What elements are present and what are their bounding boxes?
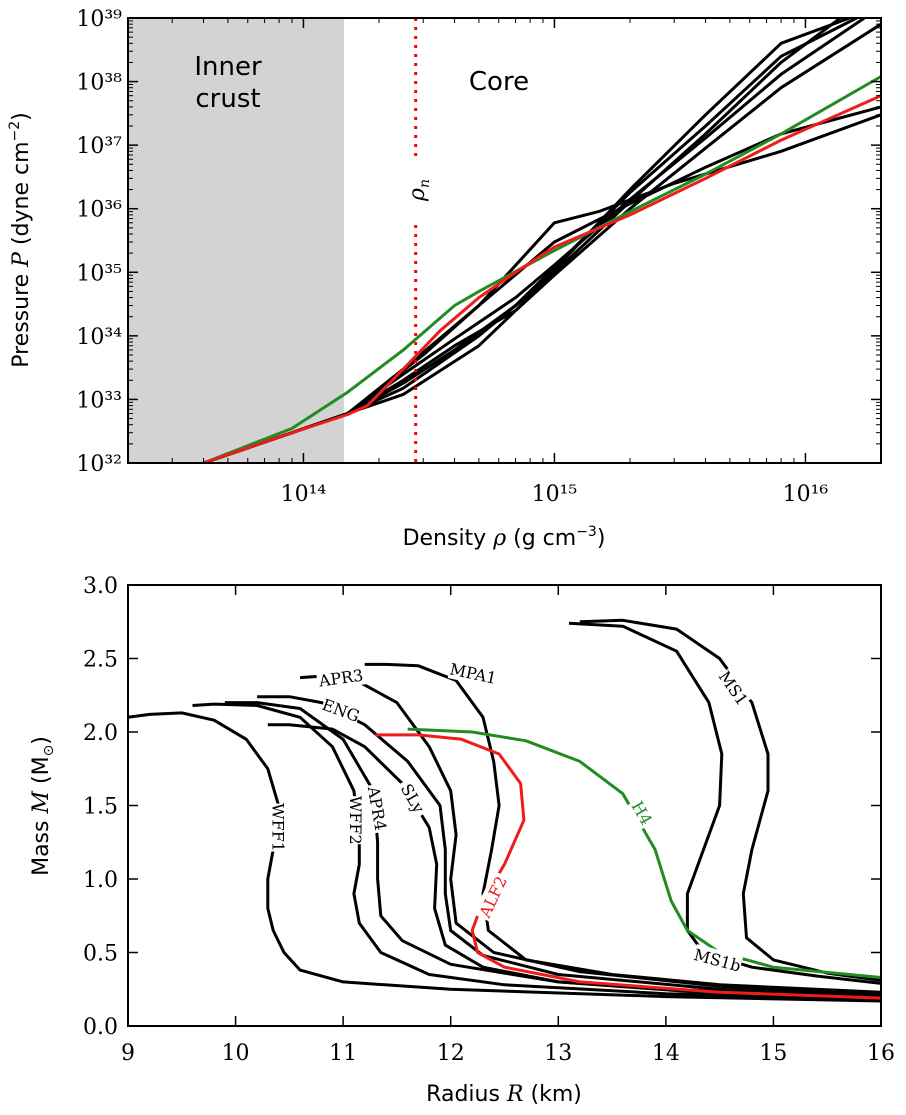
rho-n-label-background bbox=[402, 160, 430, 222]
x-tick-label: 10¹⁵ bbox=[532, 482, 578, 507]
curve-label-text: MS1b bbox=[692, 945, 743, 976]
label-wff2: WFF2 bbox=[346, 796, 367, 845]
inner-crust-label-line1: Inner bbox=[194, 52, 262, 82]
label-ms1: MS1 bbox=[714, 666, 753, 710]
curve-ms1b bbox=[568, 621, 881, 985]
y-tick-label: 10³⁶ bbox=[76, 198, 122, 223]
curve-label-text: APR4 bbox=[364, 784, 391, 832]
y-tick-label: 10³³ bbox=[76, 388, 122, 413]
label-background bbox=[691, 943, 744, 976]
curve-ms1 bbox=[579, 618, 881, 982]
inner-crust-shading bbox=[128, 18, 344, 463]
eos-pressure-density-chart: ρn Inner crust Core 10¹⁴ 10¹⁵ 10¹⁶10³²10³³… bbox=[7, 7, 882, 551]
y-tick-label: 10³⁴ bbox=[76, 325, 122, 350]
y-tick-label: 10³⁷ bbox=[76, 134, 122, 159]
core-label: Core bbox=[469, 67, 529, 97]
curve-sly bbox=[267, 723, 881, 999]
eos-curve-8 bbox=[203, 75, 881, 463]
curve-label-text: MPA1 bbox=[448, 659, 498, 687]
x-tick-label: 11 bbox=[329, 1041, 357, 1066]
x-tick-label: 15 bbox=[759, 1041, 787, 1066]
x-tick-label: 10 bbox=[222, 1041, 250, 1066]
top-y-axis-label: Pressure P (dyne cm−2) bbox=[7, 112, 34, 368]
label-ms1b: MS1b bbox=[691, 943, 744, 976]
label-wff1: WFF1 bbox=[268, 803, 289, 852]
label-background bbox=[626, 795, 658, 830]
bottom-y-axis-label: Mass M (M⊙) bbox=[29, 736, 57, 876]
label-background bbox=[346, 796, 367, 845]
curve-label-text: H4 bbox=[627, 798, 656, 828]
top-axis-ticks: 10¹⁴ 10¹⁵ 10¹⁶ 10³² 10³³ 10³⁴ 10³⁵ 10³⁶ 10³⁷ 10³⁸… bbox=[76, 7, 882, 507]
bottom-x-axis-label: Radius R (km) bbox=[426, 1082, 582, 1107]
curve-label-text: ENG bbox=[319, 695, 362, 726]
top-x-axis-label: Density ρ (g cm−3) bbox=[403, 524, 606, 551]
label-background bbox=[394, 776, 432, 820]
curve-wff2 bbox=[192, 702, 881, 1001]
label-background bbox=[319, 694, 363, 726]
label-background bbox=[315, 664, 367, 691]
curve-label-text: APR3 bbox=[317, 666, 365, 691]
eos-curves bbox=[203, 18, 881, 463]
x-tick-label: 13 bbox=[544, 1041, 572, 1066]
y-tick-label: 0.5 bbox=[83, 942, 118, 967]
label-h4: H4 bbox=[626, 795, 658, 830]
label-background bbox=[268, 803, 289, 852]
curve-label-text: WFF1 bbox=[269, 803, 288, 852]
x-tick-label: 10¹⁴ bbox=[281, 482, 327, 507]
y-tick-label: 10³² bbox=[76, 452, 122, 477]
x-tick-label: 10¹⁶ bbox=[783, 482, 829, 507]
curve-wff1 bbox=[128, 711, 881, 1003]
bottom-axis-ticks: 9 10 11 12 13 14 15 16 0.0 0.5 1.0 1.5 2.0 2.5 3.0 bbox=[83, 574, 895, 1066]
y-tick-label: 10³⁵ bbox=[76, 261, 122, 286]
label-alf2: ALF2 bbox=[473, 870, 512, 923]
curve-mpa1 bbox=[364, 662, 881, 994]
inner-crust-label-line2: crust bbox=[195, 84, 260, 114]
y-tick-label: 3.0 bbox=[83, 574, 118, 599]
label-background bbox=[473, 870, 512, 923]
x-tick-label: 16 bbox=[867, 1041, 895, 1066]
curve-label-text: WFF2 bbox=[346, 796, 365, 845]
y-tick-label: 2.0 bbox=[83, 721, 118, 746]
curve-eng bbox=[257, 695, 881, 999]
y-tick-label: 10³⁹ bbox=[76, 7, 122, 32]
x-tick-label: 9 bbox=[121, 1041, 135, 1066]
label-background bbox=[363, 783, 392, 834]
curve-label-text: ALF2 bbox=[475, 873, 511, 921]
curve-apr3 bbox=[299, 674, 881, 997]
y-tick-label: 0.0 bbox=[83, 1015, 118, 1040]
label-background bbox=[714, 666, 753, 710]
x-tick-label: 14 bbox=[652, 1041, 680, 1066]
top-plot-frame bbox=[127, 17, 882, 464]
y-tick-label: 10³⁸ bbox=[76, 71, 122, 96]
curve-label-text: MS1 bbox=[715, 667, 752, 709]
label-apr3: APR3 bbox=[315, 664, 367, 691]
label-eng: ENG bbox=[319, 694, 363, 726]
label-background bbox=[447, 658, 499, 688]
curve-apr4 bbox=[224, 701, 881, 1000]
mass-radius-curves bbox=[128, 618, 881, 1003]
y-tick-label: 1.5 bbox=[83, 795, 118, 820]
label-mpa1: MPA1 bbox=[447, 658, 499, 688]
label-apr4: APR4 bbox=[363, 783, 392, 834]
y-tick-label: 2.5 bbox=[83, 648, 118, 673]
eos-curve-9 bbox=[203, 94, 881, 463]
x-tick-label: 12 bbox=[437, 1041, 465, 1066]
y-tick-label: 1.0 bbox=[83, 868, 118, 893]
